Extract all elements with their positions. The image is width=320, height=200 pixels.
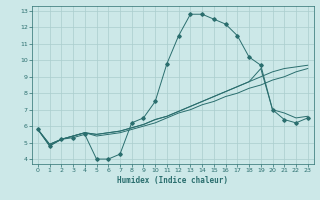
X-axis label: Humidex (Indice chaleur): Humidex (Indice chaleur)	[117, 176, 228, 185]
